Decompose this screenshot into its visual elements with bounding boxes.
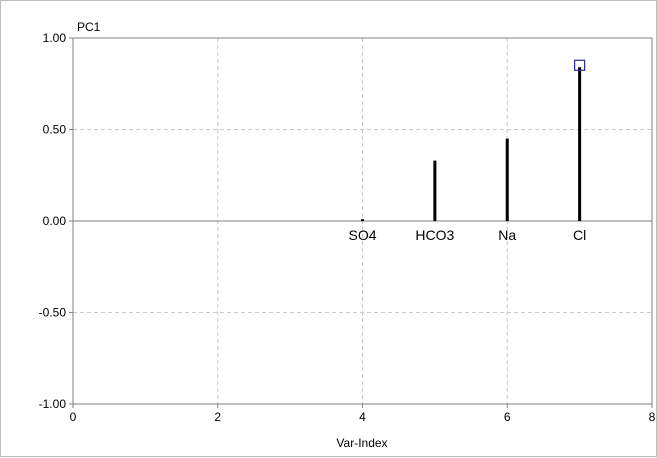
y-tick-label: 0.50 — [43, 123, 67, 137]
tick-labels-layer: 0 2 4 6 8 -1.00 -0.50 0.00 0.50 1.00 — [39, 31, 656, 424]
y-tick-label: 1.00 — [43, 31, 67, 45]
y-tick-label: -1.00 — [39, 397, 67, 411]
point-label-hco3: HCO3 — [415, 227, 454, 243]
x-axis-title: Var-Index — [336, 436, 387, 450]
point-label-so4: SO4 — [348, 227, 376, 243]
x-tick-label: 4 — [359, 410, 366, 424]
point-label-na: Na — [498, 227, 516, 243]
x-tick-label: 8 — [649, 410, 656, 424]
stems-layer — [361, 67, 582, 221]
y-axis-title: PC1 — [77, 20, 101, 34]
x-tick-label: 2 — [214, 410, 221, 424]
selection-marker-cl[interactable] — [574, 59, 586, 71]
selection-marker-layer — [574, 59, 586, 71]
y-tick-label: 0.00 — [43, 214, 67, 228]
point-label-cl: Cl — [573, 227, 586, 243]
y-tick-label: -0.50 — [39, 306, 67, 320]
x-tick-label: 0 — [70, 410, 77, 424]
point-labels-layer: SO4 HCO3 Na Cl — [348, 227, 586, 243]
x-tick-label: 6 — [504, 410, 511, 424]
